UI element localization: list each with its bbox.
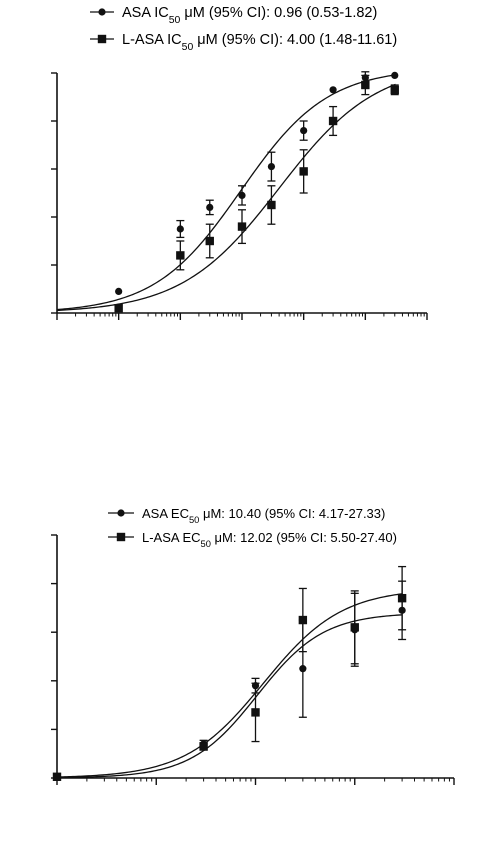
data-point <box>176 251 185 260</box>
data-point <box>199 742 208 751</box>
data-point <box>329 86 337 94</box>
data-point <box>299 665 307 673</box>
fit-curve <box>56 593 403 778</box>
series-square <box>52 565 407 781</box>
data-point <box>267 163 276 171</box>
data-point <box>350 623 359 632</box>
data-point <box>251 708 260 717</box>
data-point <box>267 200 276 210</box>
data-point <box>361 80 370 90</box>
legend-marker <box>97 34 107 44</box>
data-point <box>397 593 407 603</box>
data-point <box>298 615 308 625</box>
series-circle <box>56 71 399 311</box>
legend-marker <box>116 532 126 542</box>
legend-marker <box>98 8 106 16</box>
fit-curve <box>56 83 396 312</box>
data-point <box>205 236 214 246</box>
fit-curve <box>56 614 403 779</box>
series-circle <box>53 580 407 781</box>
legend-label: ASA EC50 μM: 10.40 (95% CI: 4.17-27.33) <box>142 506 385 525</box>
legend-label: L-ASA EC50 μM: 12.02 (95% CI: 5.50-27.40… <box>142 530 397 549</box>
legend-label: L-ASA IC50 μM (95% CI): 4.00 (1.48-11.61… <box>122 32 397 53</box>
data-point <box>114 304 123 313</box>
legend-marker <box>117 509 125 517</box>
data-point <box>238 191 246 199</box>
data-point <box>176 225 184 233</box>
data-point <box>328 116 338 126</box>
data-point <box>206 203 214 211</box>
data-point <box>237 222 247 231</box>
data-point <box>390 85 399 94</box>
fit-curve <box>56 74 396 311</box>
data-point <box>300 127 308 135</box>
data-point <box>391 71 399 79</box>
legend-label: ASA IC50 μM (95% CI): 0.96 (0.53-1.82) <box>122 5 377 26</box>
data-point <box>299 167 308 176</box>
data-point <box>115 287 123 295</box>
data-point <box>52 772 62 781</box>
chart-panel-a: ASA IC50 μM (95% CI): 0.96 (0.53-1.82) L-… <box>51 5 428 320</box>
series-square <box>56 74 399 313</box>
chart-panel-b: ASA EC50 μM: 10.40 (95% CI: 4.17-27.33) L… <box>51 506 455 785</box>
